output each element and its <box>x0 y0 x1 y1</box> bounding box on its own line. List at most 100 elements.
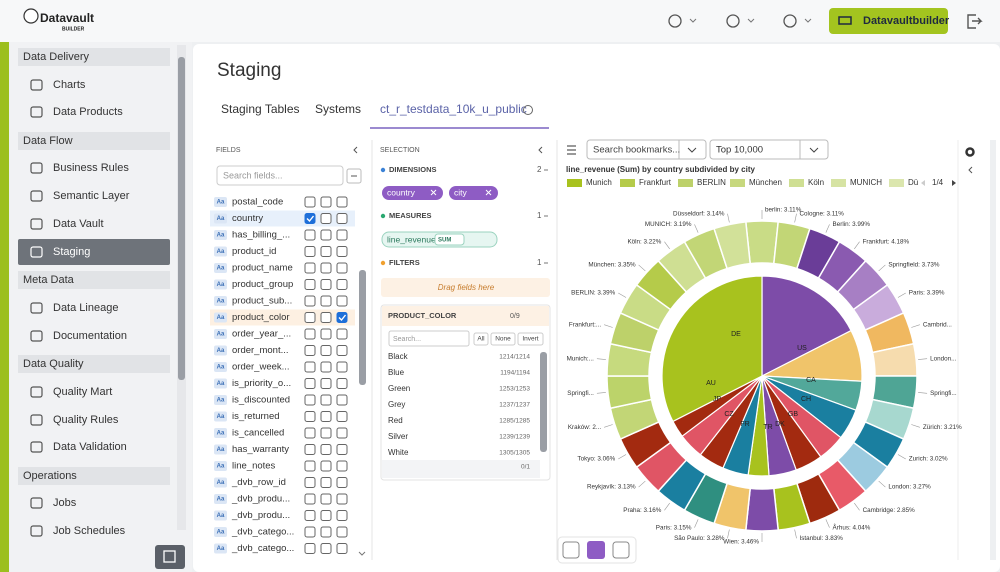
filter-value[interactable]: Green <box>388 384 410 393</box>
checkbox[interactable] <box>336 328 348 340</box>
checkbox[interactable] <box>336 411 348 422</box>
checkbox[interactable] <box>336 262 348 274</box>
filter-value[interactable]: Red <box>388 416 403 425</box>
settings-icon[interactable] <box>965 147 975 157</box>
checkbox[interactable] <box>304 394 316 406</box>
filter-value[interactable]: White <box>388 448 409 457</box>
field-name[interactable]: _dvb_row_id <box>231 477 286 488</box>
filter-value[interactable]: Blue <box>388 368 405 377</box>
checkbox[interactable] <box>320 361 332 373</box>
field-name[interactable]: order_year_... <box>232 329 291 340</box>
field-name[interactable]: has_billing_... <box>232 230 290 241</box>
checkbox[interactable] <box>320 477 332 488</box>
logout-icon[interactable] <box>967 14 983 29</box>
nav-item[interactable]: Jobs <box>53 497 77 509</box>
collapse-arrow[interactable] <box>538 146 543 154</box>
legend-swatch[interactable] <box>620 179 635 187</box>
field-name[interactable]: _dvb_catego... <box>231 543 294 554</box>
field-name[interactable]: product_group <box>232 279 293 290</box>
filter-button[interactable] <box>517 332 544 346</box>
tab[interactable]: Staging Tables <box>221 102 300 116</box>
legend-next[interactable] <box>952 180 956 186</box>
checkbox[interactable] <box>304 328 316 340</box>
checkbox[interactable] <box>304 345 316 356</box>
legend-prev[interactable] <box>921 180 925 186</box>
field-name[interactable]: _dvb_catego... <box>231 527 294 538</box>
tab[interactable]: Systems <box>315 102 361 116</box>
field-name[interactable]: postal_code <box>232 197 283 208</box>
checkbox[interactable] <box>336 510 348 521</box>
checkbox[interactable] <box>336 361 348 373</box>
checkbox[interactable] <box>336 444 348 455</box>
checkbox[interactable] <box>304 477 316 488</box>
bookmark-search[interactable] <box>586 139 707 160</box>
nav-item[interactable]: Staging <box>53 246 90 258</box>
checkbox[interactable] <box>304 378 316 389</box>
checkbox[interactable] <box>336 427 348 439</box>
header-icon[interactable] <box>668 14 682 28</box>
nav-item[interactable]: Charts <box>53 79 86 91</box>
legend-swatch[interactable] <box>889 179 904 187</box>
checkbox[interactable] <box>304 262 316 274</box>
checkbox[interactable] <box>320 328 332 340</box>
filter-value[interactable]: Black <box>388 352 409 361</box>
header-icon[interactable] <box>726 14 740 28</box>
checkbox[interactable] <box>336 196 348 208</box>
field-name[interactable]: order_mont... <box>232 345 289 356</box>
checkbox[interactable] <box>320 394 332 406</box>
checkbox[interactable] <box>336 279 348 290</box>
dimension-chip[interactable] <box>449 186 498 200</box>
checkbox[interactable] <box>336 312 348 323</box>
checkbox[interactable] <box>320 460 332 472</box>
checkbox[interactable] <box>304 312 316 323</box>
limit-select[interactable] <box>709 139 829 160</box>
legend-swatch[interactable] <box>789 179 804 187</box>
nav-item[interactable]: Data Lineage <box>53 302 118 314</box>
field-name[interactable]: order_week... <box>232 362 290 373</box>
checkbox[interactable] <box>304 460 316 472</box>
rail-arrow[interactable] <box>968 166 973 174</box>
view-button[interactable] <box>612 541 630 559</box>
checkbox[interactable] <box>320 510 332 521</box>
view-button[interactable] <box>562 541 580 559</box>
checkbox[interactable] <box>304 279 316 290</box>
header-icon[interactable] <box>783 14 797 28</box>
checkbox[interactable] <box>320 246 332 257</box>
legend-swatch[interactable] <box>730 179 745 187</box>
checkbox[interactable] <box>336 543 348 554</box>
checkbox[interactable] <box>304 427 316 439</box>
filter-button[interactable] <box>473 332 489 346</box>
checkbox[interactable] <box>320 279 332 290</box>
checkbox[interactable] <box>336 378 348 389</box>
checkbox[interactable] <box>304 229 316 241</box>
checkbox[interactable] <box>304 526 316 538</box>
nav-item[interactable]: Business Rules <box>53 162 129 174</box>
legend-swatch[interactable] <box>831 179 846 187</box>
nav-item[interactable]: Job Schedules <box>53 525 126 537</box>
checkbox[interactable] <box>336 477 348 488</box>
nav-item[interactable]: Data Validation <box>53 441 127 453</box>
field-name[interactable]: has_warranty <box>232 444 289 455</box>
checkbox[interactable] <box>304 493 316 505</box>
checkbox[interactable] <box>320 526 332 538</box>
checkbox[interactable] <box>320 411 332 422</box>
checkbox[interactable] <box>304 361 316 373</box>
checkbox[interactable] <box>320 213 332 224</box>
tab-close[interactable] <box>523 105 533 115</box>
field-name[interactable]: is_cancelled <box>232 428 284 439</box>
field-name[interactable]: product_color <box>232 312 290 323</box>
filter-value[interactable]: Silver <box>388 432 408 441</box>
checkbox[interactable] <box>336 493 348 505</box>
checkbox[interactable] <box>320 444 332 455</box>
checkbox[interactable] <box>304 246 316 257</box>
checkbox[interactable] <box>336 460 348 472</box>
filter-search[interactable] <box>388 330 470 347</box>
field-name[interactable]: is_returned <box>232 411 280 422</box>
checkbox[interactable] <box>304 213 316 224</box>
tab[interactable]: ct_r_testdata_10k_u_public <box>380 102 527 116</box>
header-button[interactable] <box>829 8 948 34</box>
checkbox[interactable] <box>304 411 316 422</box>
checkbox[interactable] <box>320 312 332 323</box>
checkbox[interactable] <box>304 444 316 455</box>
checkbox[interactable] <box>320 295 332 307</box>
